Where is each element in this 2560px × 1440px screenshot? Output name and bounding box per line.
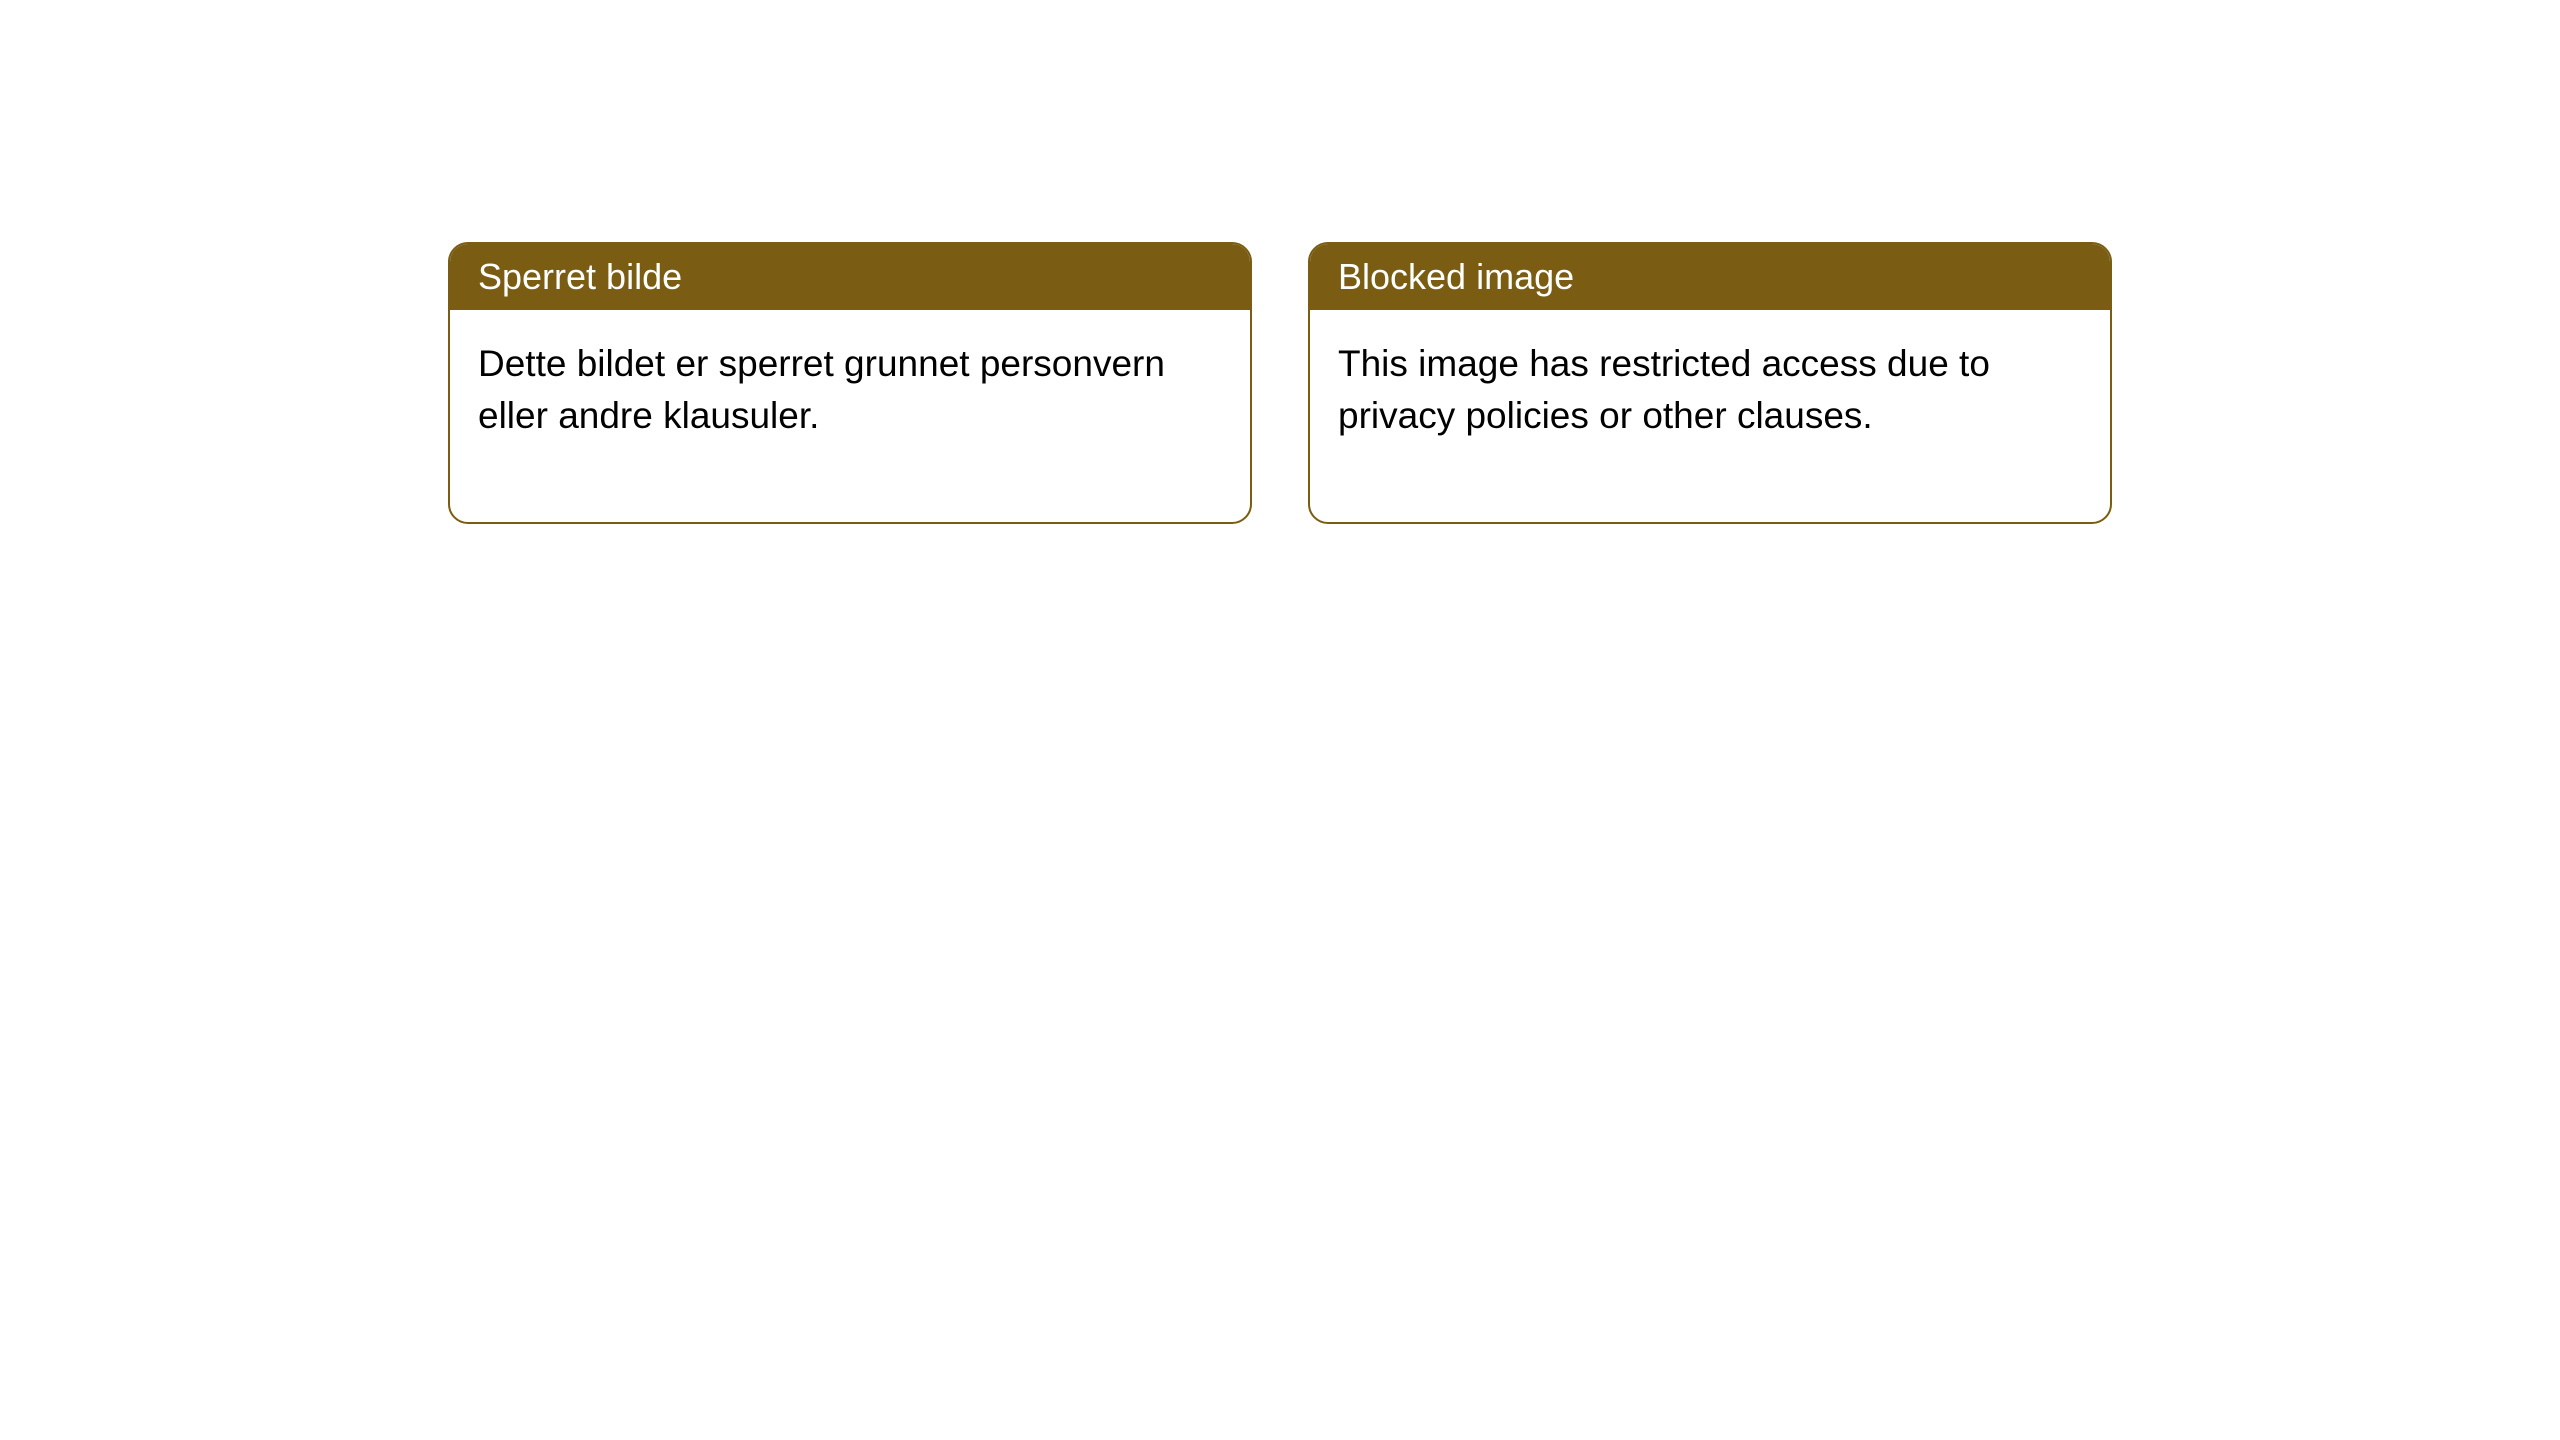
card-body: Dette bildet er sperret grunnet personve…	[450, 310, 1250, 522]
card-header: Sperret bilde	[450, 244, 1250, 310]
card-message: Dette bildet er sperret grunnet personve…	[478, 343, 1165, 436]
card-message: This image has restricted access due to …	[1338, 343, 1990, 436]
card-title: Blocked image	[1338, 256, 1574, 297]
blocked-image-card-no: Sperret bilde Dette bildet er sperret gr…	[448, 242, 1252, 524]
card-body: This image has restricted access due to …	[1310, 310, 2110, 522]
notice-container: Sperret bilde Dette bildet er sperret gr…	[448, 242, 2112, 524]
blocked-image-card-en: Blocked image This image has restricted …	[1308, 242, 2112, 524]
card-title: Sperret bilde	[478, 256, 682, 297]
card-header: Blocked image	[1310, 244, 2110, 310]
